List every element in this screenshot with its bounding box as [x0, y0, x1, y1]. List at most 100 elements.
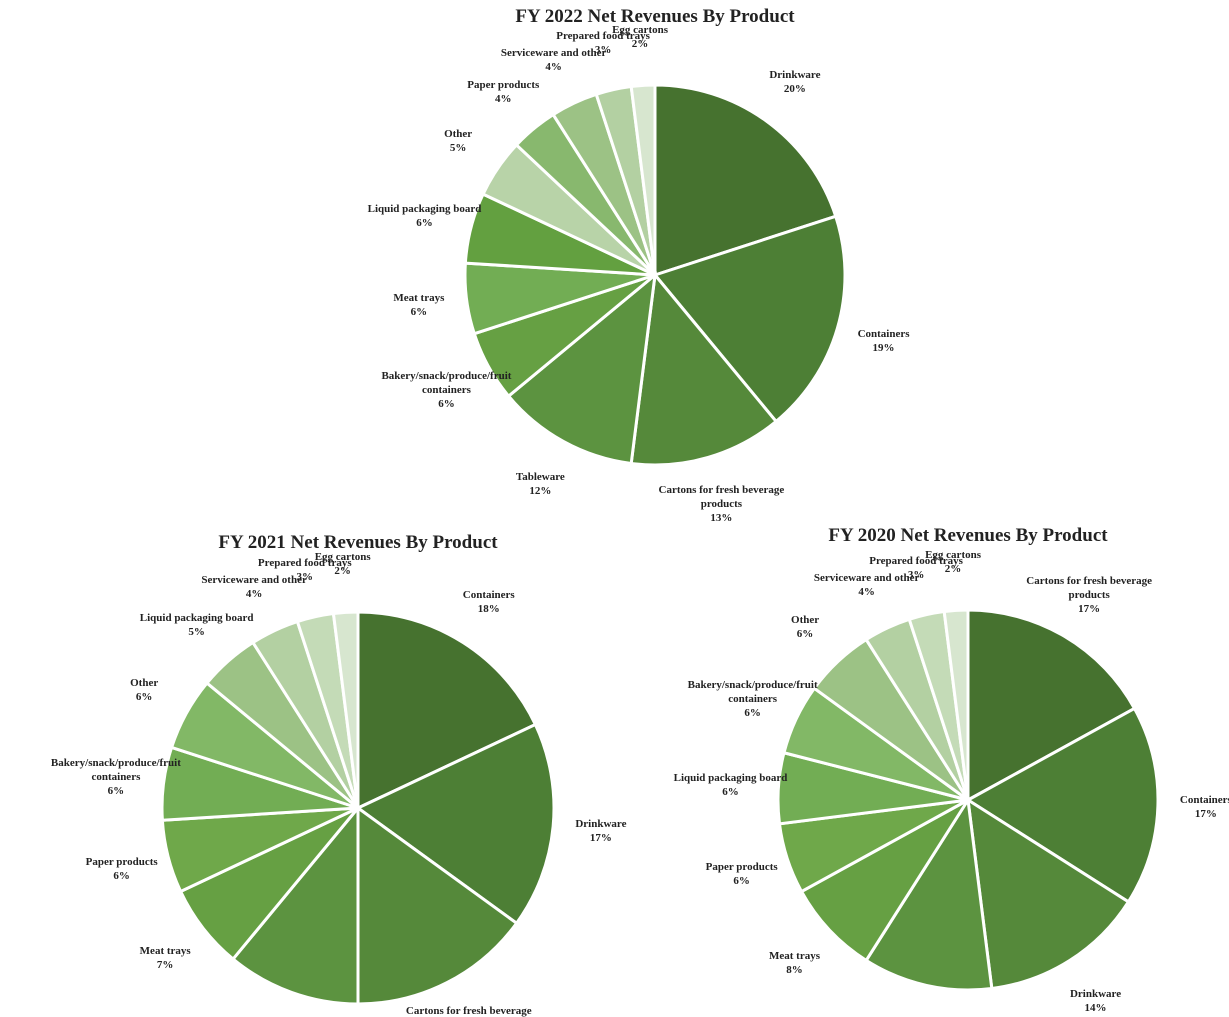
slice-category: Egg cartons — [612, 24, 669, 37]
pie-slice — [356, 805, 519, 1006]
slice-value: 6% — [107, 785, 125, 798]
slice-value: 2% — [631, 38, 649, 51]
slice-category: Containers — [1179, 794, 1229, 807]
slice-value: 19% — [872, 342, 895, 355]
slice-value: 6% — [796, 627, 814, 640]
slice-category: Prepared food trays — [257, 556, 352, 569]
slice-value: 6% — [135, 691, 153, 704]
slice-value: 17% — [589, 831, 612, 844]
slice-label: Cartons for fresh beverage products 17% — [1019, 574, 1159, 616]
pie-slice — [629, 83, 657, 276]
slice-category: Bakery/snack/produce/fruit containers — [381, 369, 512, 396]
slice-category: Egg cartons — [314, 551, 371, 564]
slice-label: Cartons for fresh beverage products 13% — [641, 483, 801, 525]
slice-label: Bakery/snack/produce/fruit containers 6% — [366, 369, 526, 411]
slice-label: Paper products 4% — [467, 78, 539, 106]
slice-category: Paper products — [85, 855, 158, 868]
chart-title: FY 2020 Net Revenues By Product — [828, 525, 1108, 546]
slice-value: 3% — [907, 568, 925, 581]
slice-value: 7% — [156, 958, 174, 971]
slice-value: 3% — [296, 570, 314, 583]
slice-label: Other 5% — [444, 127, 472, 155]
slice-label: Liquid packaging board 6% — [674, 771, 788, 799]
slice-value: 17% — [1194, 808, 1217, 821]
slice-category: Serviceware and other — [813, 571, 920, 584]
slice-label: Bakery/snack/produce/fruit containers 6% — [36, 756, 196, 798]
slice-category: Prepared food trays — [556, 29, 650, 42]
slice-label: Drinkware 17% — [575, 817, 626, 845]
slice-category: Liquid packaging board — [367, 202, 482, 215]
slice-category: Serviceware and other — [500, 46, 607, 59]
pie-slice — [966, 797, 1131, 991]
slice-value: 3% — [594, 43, 612, 56]
slice-value: 5% — [188, 625, 205, 638]
slice-category: Bakery/snack/produce/fruit containers — [50, 757, 181, 784]
pie-slice — [331, 610, 360, 809]
slice-category: Drinkware — [575, 817, 627, 830]
slice-value: 6% — [410, 305, 428, 318]
chart-title: FY 2021 Net Revenues By Product — [218, 532, 498, 553]
slice-label: Serviceware and other 4% — [501, 46, 607, 74]
slice-category: Cartons for fresh beverage products — [405, 1005, 532, 1017]
slice-value: 8% — [786, 963, 803, 976]
slice-category: Meat trays — [393, 291, 445, 304]
slice-value: 6% — [722, 786, 739, 799]
slice-label: Containers 18% — [463, 588, 515, 616]
slice-label: Meat trays 6% — [393, 291, 444, 319]
slice-value: 6% — [733, 874, 750, 887]
slice-label: Prepared food trays 3% — [258, 556, 352, 584]
slice-category: Serviceware and other — [201, 574, 307, 587]
slice-label: Drinkware 14% — [1070, 987, 1121, 1015]
slice-value: 20% — [783, 83, 806, 96]
pie-slice — [355, 722, 556, 926]
pie-slice — [230, 803, 360, 1006]
slice-category: Cartons for fresh beverage products — [1026, 575, 1153, 602]
slice-label: Serviceware and other 4% — [814, 571, 920, 599]
slice-value: 14% — [1084, 1001, 1107, 1014]
slice-label: Containers 17% — [1180, 793, 1229, 821]
slice-label: Meat trays 8% — [769, 949, 820, 977]
slice-category: Other — [791, 613, 820, 626]
slice-label: Egg cartons 2% — [612, 23, 668, 51]
pie-slice — [506, 271, 657, 466]
slice-label: Meat trays 7% — [140, 944, 191, 972]
pie-slice — [799, 798, 970, 963]
slice-category: Meat trays — [139, 944, 191, 957]
slice-value: 4% — [858, 585, 875, 598]
slice-value: 6% — [744, 706, 761, 719]
slice-category: Meat trays — [768, 949, 821, 962]
slice-label: Egg cartons 2% — [315, 550, 371, 578]
slice-label: Paper products 6% — [86, 855, 158, 883]
pie-slice — [864, 795, 994, 992]
slice-category: Liquid packaging board — [673, 772, 788, 785]
slice-value: 18% — [477, 602, 500, 615]
slice-category: Containers — [857, 328, 910, 341]
slice-category: Paper products — [705, 860, 778, 873]
slice-label: Prepared food trays 3% — [556, 29, 650, 57]
slice-value: 2% — [334, 565, 351, 578]
slice-label: Serviceware and other 4% — [201, 573, 307, 601]
slice-value: 6% — [438, 397, 455, 410]
slice-category: Drinkware — [769, 69, 821, 82]
slice-category: Tableware — [515, 470, 565, 483]
slice-value: 2% — [944, 563, 962, 576]
chart-title: FY 2022 Net Revenues By Product — [515, 6, 795, 27]
slice-category: Egg cartons — [925, 549, 982, 562]
slice-value: 4% — [495, 92, 512, 105]
slice-value: 6% — [416, 216, 433, 229]
slice-category: Paper products — [467, 78, 540, 91]
slice-label: Containers 19% — [858, 327, 910, 355]
slice-category: Cartons for fresh beverage products — [658, 483, 785, 510]
slice-label: Cartons for fresh beverage products15% — [389, 1004, 549, 1017]
slice-category: Bakery/snack/produce/fruit containers — [687, 678, 818, 705]
slice-label: Liquid packaging board 5% — [140, 611, 254, 639]
slice-label: Tableware 12% — [516, 470, 565, 498]
slice-label: Drinkware 20% — [769, 68, 820, 96]
pie-slice — [965, 706, 1160, 904]
slice-category: Other — [130, 677, 159, 690]
slice-value: 5% — [449, 142, 467, 155]
pie-slice — [652, 214, 847, 424]
slice-label: Bakery/snack/produce/fruit containers 6% — [673, 678, 833, 720]
